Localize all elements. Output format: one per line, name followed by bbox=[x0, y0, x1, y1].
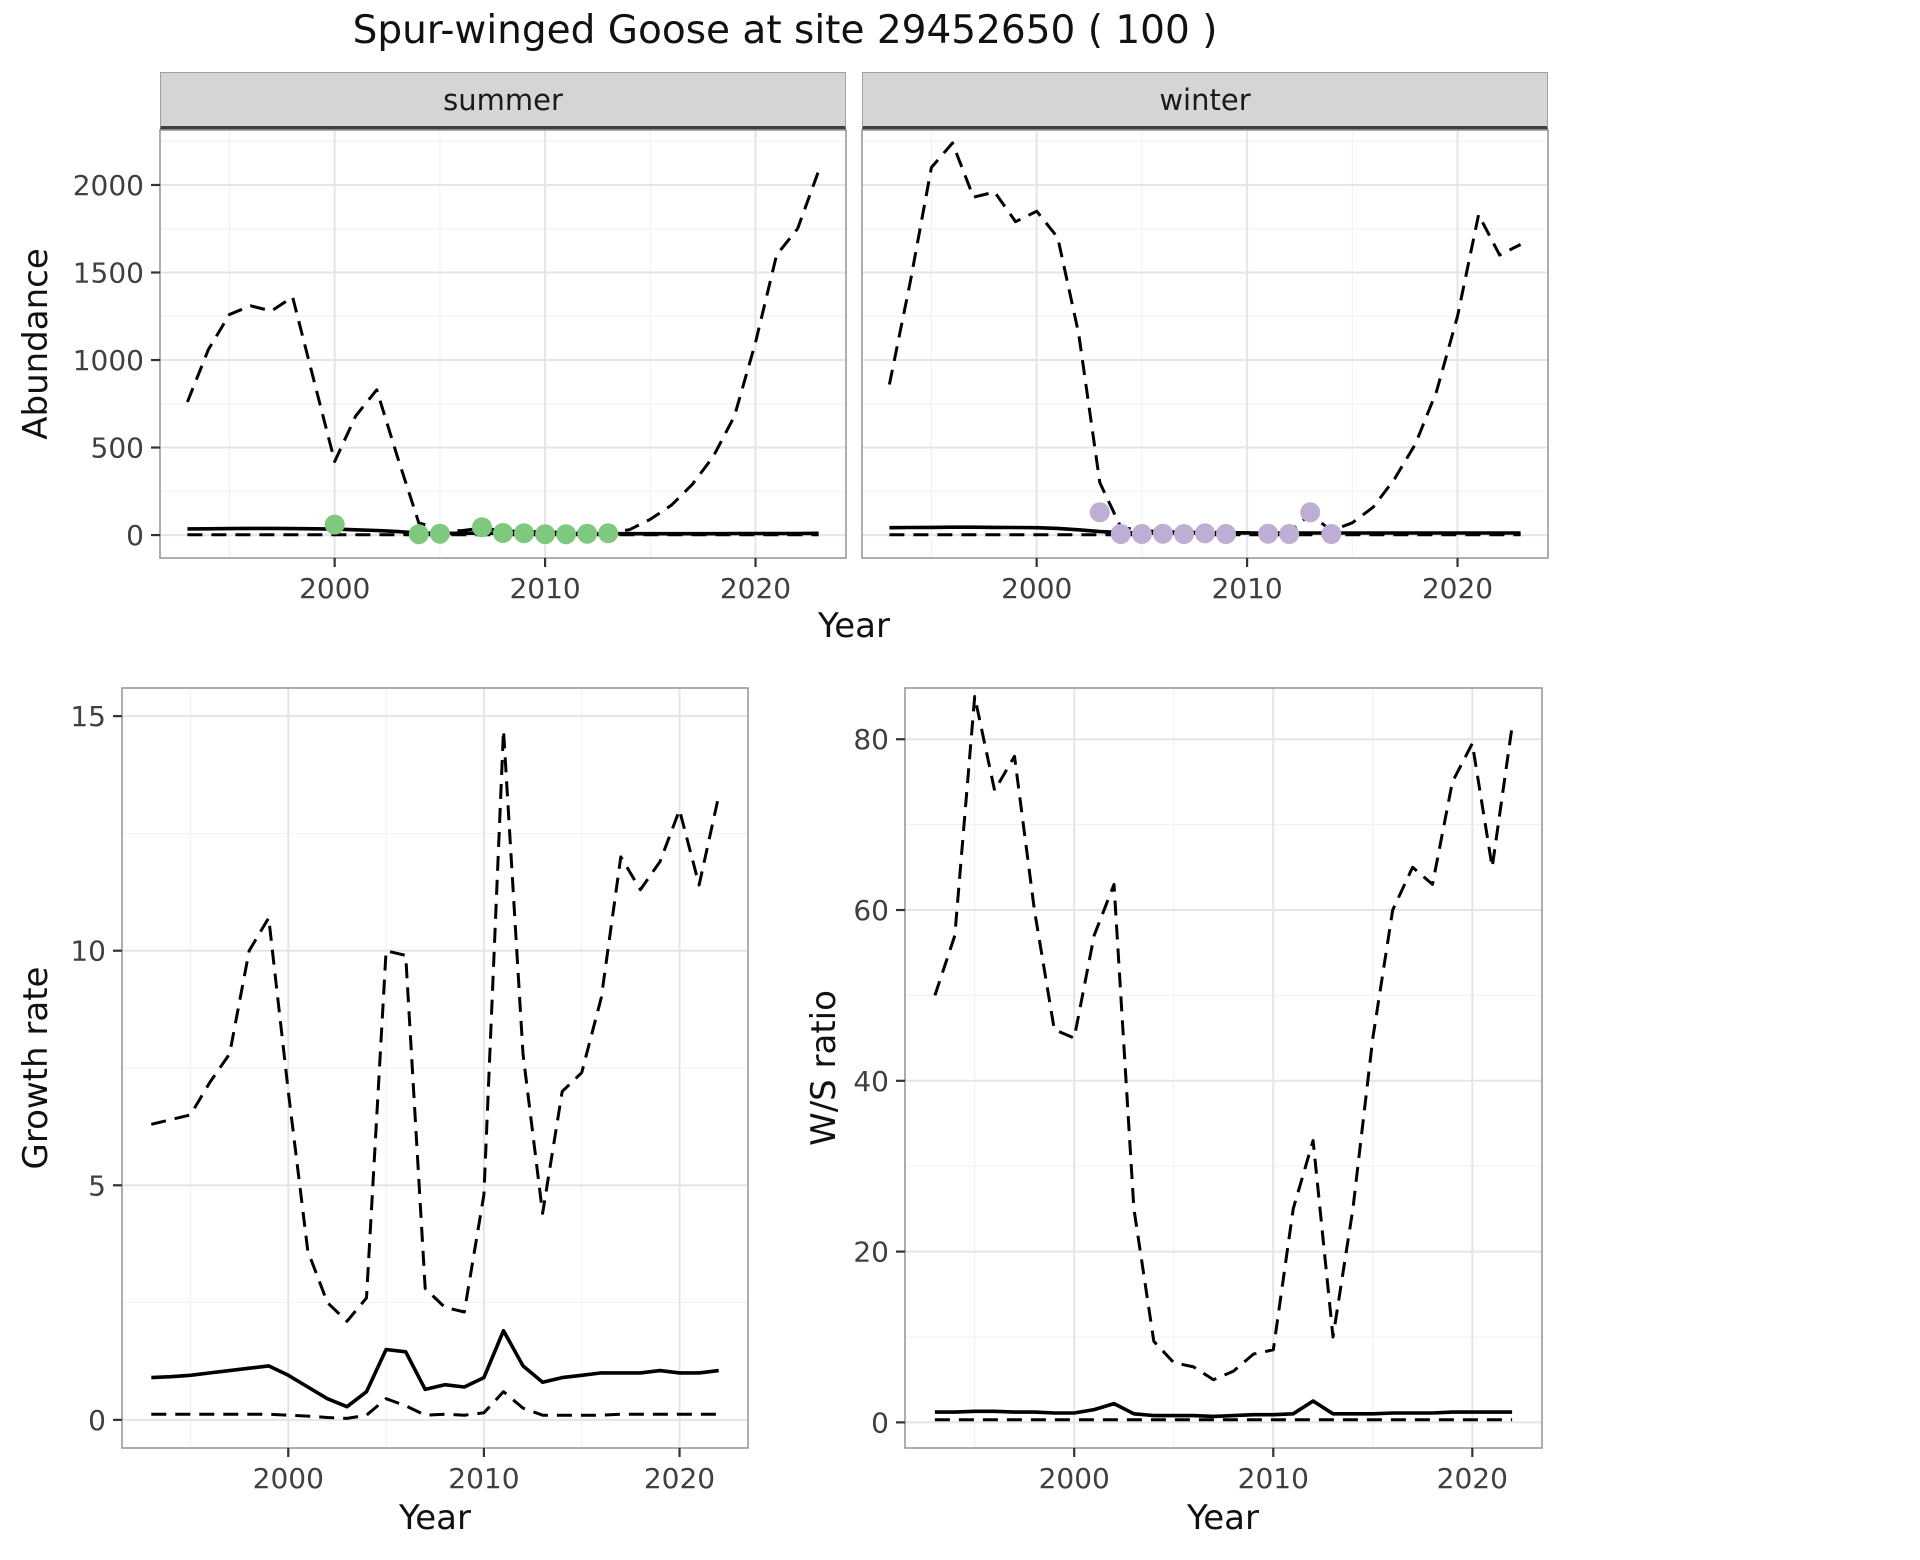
data-point bbox=[1216, 524, 1236, 544]
facet-strip-winter: winter bbox=[862, 72, 1548, 130]
y-axis-title-growth-rate: Growth rate bbox=[16, 966, 56, 1170]
y-tick-label: 5 bbox=[88, 1169, 106, 1202]
data-point bbox=[472, 517, 492, 538]
panel-abundance_summer: 2000 2010 2020 0 500 1000 1500 2000 bbox=[73, 129, 847, 605]
x-tick-label: 2000 bbox=[253, 1462, 324, 1495]
x-tick-label: 2000 bbox=[1039, 1462, 1110, 1495]
panel-growth_rate: 2000 2010 2020 0 5 10 15 bbox=[70, 687, 749, 1495]
data-point bbox=[1152, 523, 1173, 544]
data-point bbox=[493, 523, 513, 543]
x-axis-title-growth-rate: Year bbox=[399, 1498, 471, 1538]
data-point bbox=[408, 524, 429, 545]
data-point bbox=[1279, 524, 1300, 544]
x-tick-label: 2010 bbox=[509, 572, 580, 605]
y-tick-label: 80 bbox=[853, 723, 889, 756]
data-point bbox=[1195, 523, 1215, 544]
data-point bbox=[1258, 523, 1279, 544]
series-median bbox=[934, 1399, 1513, 1419]
y-axis-title-abundance: Abundance bbox=[16, 248, 56, 440]
series-lower_ci bbox=[151, 1390, 719, 1420]
facet-strip-summer: summer bbox=[160, 72, 846, 130]
series-upper_ci bbox=[933, 695, 1514, 1382]
data-point bbox=[1110, 524, 1131, 544]
data-point bbox=[1321, 524, 1342, 544]
data-point bbox=[1300, 502, 1321, 523]
data-point bbox=[598, 523, 619, 544]
y-tick-label: 40 bbox=[853, 1065, 889, 1098]
x-tick-label: 2020 bbox=[720, 572, 791, 605]
y-tick-label: 1000 bbox=[73, 344, 144, 377]
chart-title: Spur-winged Goose at site 29452650 ( 100… bbox=[352, 8, 1218, 53]
x-tick-label: 2020 bbox=[644, 1462, 715, 1495]
x-tick-label: 2010 bbox=[448, 1462, 519, 1495]
y-axis-title-ws-ratio: W/S ratio bbox=[804, 990, 844, 1146]
x-tick-label: 2020 bbox=[1422, 572, 1493, 605]
panel-abundance_winter: 2000 2010 2020 bbox=[861, 129, 1549, 605]
series-upper_ci bbox=[150, 728, 721, 1323]
y-tick-label: 60 bbox=[853, 894, 889, 927]
data-point bbox=[429, 523, 450, 544]
y-tick-label: 20 bbox=[853, 1236, 889, 1269]
data-point bbox=[535, 524, 556, 545]
data-point bbox=[577, 523, 598, 544]
panel-ws_ratio: 2000 2010 2020 0 20 40 60 80 bbox=[853, 687, 1543, 1495]
data-point bbox=[1089, 502, 1110, 523]
x-tick-label: 2020 bbox=[1437, 1462, 1508, 1495]
data-point bbox=[514, 523, 534, 544]
x-tick-label: 2000 bbox=[299, 572, 370, 605]
y-tick-label: 1500 bbox=[73, 257, 144, 290]
y-tick-label: 0 bbox=[88, 1404, 106, 1437]
x-tick-label: 2000 bbox=[1001, 572, 1072, 605]
series-median bbox=[151, 1328, 719, 1409]
y-tick-label: 2000 bbox=[73, 169, 144, 202]
data-point bbox=[556, 524, 577, 545]
x-tick-label: 2010 bbox=[1238, 1462, 1309, 1495]
x-axis-title-top: Year bbox=[818, 606, 890, 646]
x-axis-title-ws-ratio: Year bbox=[1187, 1498, 1259, 1538]
data-point bbox=[1131, 524, 1152, 544]
x-tick-label: 2010 bbox=[1211, 572, 1282, 605]
data-point bbox=[1174, 524, 1194, 544]
y-tick-label: 15 bbox=[70, 700, 106, 733]
y-tick-label: 0 bbox=[126, 519, 144, 552]
y-tick-label: 0 bbox=[871, 1406, 889, 1439]
data-point bbox=[324, 514, 345, 535]
y-tick-label: 10 bbox=[70, 935, 106, 968]
y-tick-label: 500 bbox=[91, 432, 144, 465]
